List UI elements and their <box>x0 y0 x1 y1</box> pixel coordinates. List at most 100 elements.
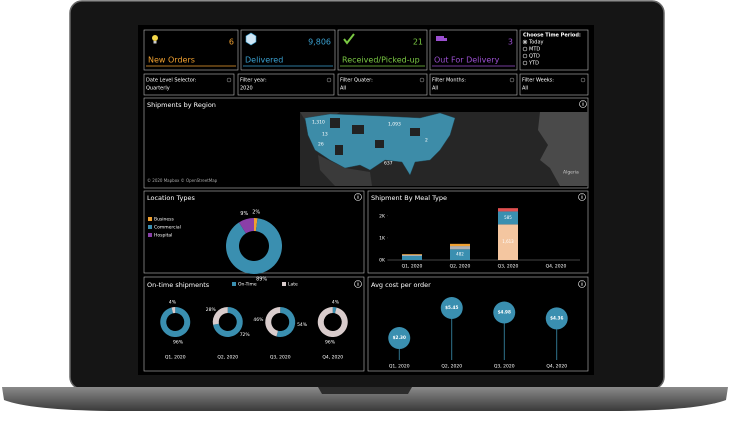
info-icon <box>581 281 583 283</box>
data-label: $4.36 <box>550 315 563 320</box>
x-tick-label: Q4, 2020 <box>546 264 567 270</box>
info-icon <box>582 103 584 106</box>
map-label: 1,093 <box>388 122 401 128</box>
bulb-icon <box>153 41 157 44</box>
state <box>335 145 343 155</box>
legend-label: Late <box>288 282 298 288</box>
time-period-title: Choose Time Period: <box>523 33 581 39</box>
chart-title: Avg cost per order <box>371 281 431 289</box>
donut-slice <box>265 307 281 337</box>
filter-label: Filter year: <box>240 78 267 84</box>
data-label: 54% <box>297 322 308 328</box>
radio <box>522 60 528 66</box>
chart-title: Location Types <box>147 194 195 202</box>
info-icon <box>578 280 586 288</box>
filter-label: Filter Quater: <box>340 78 373 84</box>
data-label: 4% <box>332 300 340 306</box>
map-attribution: © 2020 Mapbox © OpenStreetMap <box>147 178 218 183</box>
kpi-value: 3 <box>508 38 513 47</box>
info-icon <box>581 283 583 286</box>
filter-value: All <box>432 86 438 92</box>
info-icon <box>357 281 359 283</box>
land <box>538 112 588 186</box>
bulb-icon <box>152 35 158 41</box>
bar-segment <box>450 249 470 260</box>
info-icon <box>419 77 425 83</box>
laptop-base <box>2 387 728 411</box>
lollipop-head <box>545 307 568 330</box>
truck-icon <box>444 38 447 41</box>
time-period-box <box>519 29 589 71</box>
y-tick-label: 0K <box>379 258 386 264</box>
lollipop-head <box>388 327 411 350</box>
kpi-value: 6 <box>229 38 234 47</box>
map-label: 26 <box>318 142 324 148</box>
data-label: $2.30 <box>393 335 406 340</box>
radio <box>522 46 528 52</box>
data-label: 482 <box>456 252 464 257</box>
info-icon <box>326 77 332 83</box>
filter-box <box>237 73 335 96</box>
x-tick-label: Q1, 2020 <box>402 264 423 270</box>
legend-swatch <box>148 225 152 229</box>
kpi-label: Received/Picked-up <box>342 56 420 65</box>
map-place: Algeria <box>563 170 579 176</box>
kpi-label: New Orders <box>148 56 195 65</box>
data-label: 2% <box>252 210 260 216</box>
panel <box>367 190 589 274</box>
state <box>410 128 420 136</box>
bar-segment <box>498 211 518 225</box>
bar-segment <box>402 256 422 260</box>
bar-segment <box>402 254 422 255</box>
y-tick-label: 1K <box>379 235 386 241</box>
legend-swatch <box>148 217 152 221</box>
map-panel: Shipments by Region 1,310 13 26 1,093 63… <box>143 97 589 189</box>
kpi-label: Delivered <box>245 56 283 65</box>
donut-slice <box>254 217 258 232</box>
panel <box>143 190 365 274</box>
x-tick-label: Q3, 2020 <box>270 355 291 361</box>
bar-segment <box>498 224 518 260</box>
legend-label: Commercial <box>154 225 181 231</box>
donut-slice <box>317 307 348 337</box>
box-icon <box>245 32 257 46</box>
info-icon <box>582 101 584 103</box>
x-tick-label: Q4, 2020 <box>322 355 343 361</box>
legend-swatch <box>232 282 236 286</box>
filter-label: Filter Weeks: <box>522 78 554 84</box>
donut-slice <box>160 307 191 337</box>
info-icon <box>357 283 359 286</box>
filter-box <box>337 73 428 96</box>
chart-title: Shipment By Meal Type <box>371 194 447 202</box>
legend-swatch <box>282 282 286 286</box>
x-tick-label: Q1, 2020 <box>165 355 186 361</box>
bar-segment <box>450 246 470 250</box>
x-tick-label: Q2, 2020 <box>450 264 471 270</box>
x-tick-label: Q3, 2020 <box>498 264 519 270</box>
donut-slice <box>239 218 254 234</box>
info-icon <box>354 280 362 288</box>
donut-slice <box>332 307 337 314</box>
donut-slice <box>276 307 296 337</box>
truck-icon <box>436 36 444 41</box>
info-icon <box>357 194 359 196</box>
kpi-card <box>143 29 239 71</box>
x-tick-label: Q2, 2020 <box>441 364 462 370</box>
bar-segment <box>402 254 422 257</box>
radio <box>522 53 528 59</box>
radio-label: MTD <box>529 47 540 53</box>
check-icon <box>343 33 355 45</box>
data-label: 72% <box>240 332 251 338</box>
info-icon <box>357 196 359 199</box>
map-label: 637 <box>384 161 393 167</box>
y-tick-label: 2K <box>379 213 386 219</box>
donut-slice <box>213 307 243 337</box>
state <box>375 140 384 148</box>
data-label: 9% <box>240 211 248 217</box>
info-icon <box>354 193 362 201</box>
panel <box>143 276 365 372</box>
kpi-label: Out For Delivery <box>434 56 500 65</box>
notch <box>318 387 412 394</box>
